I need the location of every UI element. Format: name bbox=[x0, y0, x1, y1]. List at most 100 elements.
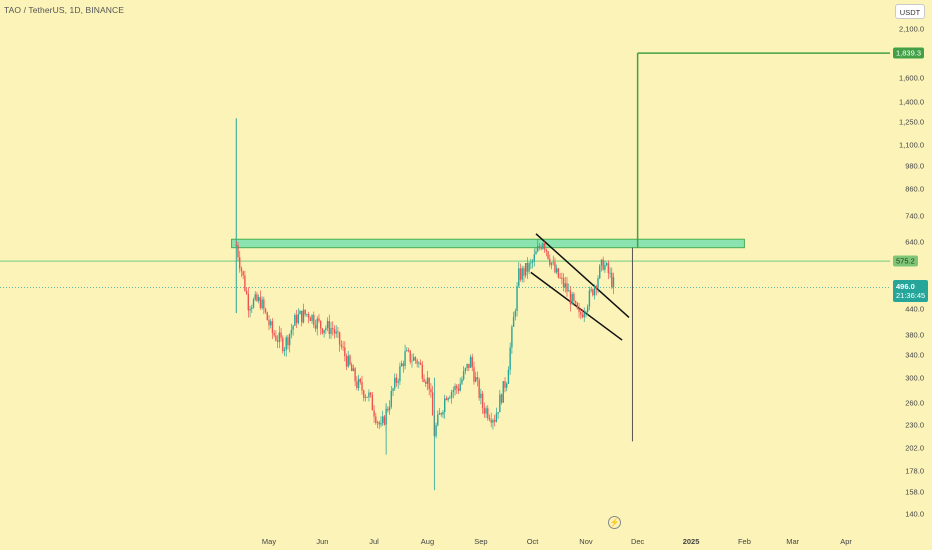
candle-body bbox=[564, 283, 566, 288]
candle-body bbox=[383, 416, 386, 425]
time-axis[interactable]: May Jun Jul Aug Sep Oct Nov Dec 2025 Feb Mar Apr bbox=[0, 530, 890, 550]
candle-body bbox=[245, 290, 248, 294]
candle-body bbox=[268, 320, 270, 326]
month-label: 2025 bbox=[682, 537, 700, 546]
candle-body bbox=[552, 262, 554, 264]
candle-body bbox=[333, 329, 336, 334]
candle-body bbox=[535, 251, 537, 255]
candle-body bbox=[492, 420, 494, 423]
candle-body bbox=[283, 349, 286, 352]
month-label: May bbox=[261, 537, 277, 546]
price-tick-label: 158.0 bbox=[905, 487, 924, 497]
price-tick-label: 230.0 bbox=[905, 420, 924, 430]
candle-body bbox=[373, 410, 375, 417]
candle-body bbox=[276, 340, 279, 342]
candle-body bbox=[485, 408, 487, 414]
price-tick-label: 260.0 bbox=[905, 398, 924, 408]
candle-body bbox=[419, 362, 422, 365]
candle-body bbox=[487, 408, 489, 419]
candle-body bbox=[402, 363, 405, 367]
candle-body bbox=[531, 261, 534, 263]
candle-body bbox=[337, 331, 339, 333]
candle-body bbox=[507, 369, 510, 384]
candle-body bbox=[526, 263, 529, 272]
month-label: Sep bbox=[474, 537, 488, 546]
candle-body bbox=[516, 286, 518, 311]
candle-body bbox=[357, 379, 360, 389]
candle-body bbox=[247, 293, 250, 311]
candle-body bbox=[237, 244, 239, 258]
candle-body bbox=[543, 243, 546, 250]
candle-body bbox=[585, 311, 587, 314]
price-axis[interactable]: 2,100.0 1,600.0 1,400.0 1,250.0 1,100.0 980.0… bbox=[890, 0, 932, 530]
candle-body bbox=[461, 379, 463, 384]
candle-body bbox=[524, 263, 527, 276]
chart-area[interactable]: TAO / TetherUS, 1D, BINANCE ⚡ bbox=[0, 0, 890, 530]
candle-body bbox=[390, 390, 393, 407]
candle-body bbox=[542, 243, 544, 249]
month-label: Apr bbox=[840, 537, 852, 546]
candle-body bbox=[588, 290, 591, 307]
price-chart[interactable] bbox=[0, 0, 890, 530]
candle-body bbox=[344, 347, 346, 357]
candle-body bbox=[271, 321, 274, 334]
price-tick-label: 1,400.0 bbox=[898, 97, 924, 107]
candle-body bbox=[400, 363, 403, 367]
candle-body bbox=[538, 246, 541, 248]
candle-body bbox=[287, 337, 289, 346]
candle-body bbox=[456, 385, 458, 389]
candle-body bbox=[605, 263, 608, 266]
candle-body bbox=[368, 392, 370, 398]
candle-body bbox=[444, 398, 446, 412]
candle-body bbox=[578, 308, 580, 312]
candle-body bbox=[342, 346, 344, 348]
candle-body bbox=[263, 299, 265, 309]
candle-body bbox=[599, 265, 601, 279]
candle-body bbox=[395, 377, 398, 383]
price-tick-label: 1,600.0 bbox=[898, 73, 924, 83]
candle-body bbox=[345, 356, 348, 367]
candle-body bbox=[462, 371, 465, 380]
candle-body bbox=[313, 314, 315, 326]
candle-body bbox=[325, 328, 327, 330]
candle-body bbox=[466, 363, 468, 369]
candle-body bbox=[407, 350, 410, 351]
currency-button[interactable]: USDT bbox=[895, 4, 925, 19]
candle-body bbox=[392, 388, 394, 391]
candle-body bbox=[319, 320, 322, 329]
candle-body bbox=[537, 246, 539, 252]
candle-body bbox=[452, 390, 455, 392]
resistance-zone bbox=[231, 238, 745, 249]
candle-body bbox=[514, 310, 517, 317]
candle-body bbox=[488, 418, 491, 420]
candle-body bbox=[604, 265, 606, 270]
candle-body bbox=[550, 262, 553, 265]
candle-body bbox=[476, 377, 479, 380]
month-label: Feb bbox=[737, 537, 751, 546]
candle-body bbox=[562, 277, 565, 288]
candle-body bbox=[447, 398, 449, 400]
price-tick-label: 440.0 bbox=[905, 304, 924, 314]
candle-body bbox=[438, 413, 441, 415]
candle-body bbox=[445, 398, 448, 400]
candle-body bbox=[388, 406, 391, 411]
candle-body bbox=[430, 389, 432, 393]
candle-body bbox=[464, 368, 467, 372]
candle-body bbox=[611, 272, 613, 288]
month-label: Aug bbox=[420, 537, 435, 546]
price-tick-label: 1,100.0 bbox=[898, 140, 924, 150]
month-label: Dec bbox=[630, 537, 645, 546]
candle-body bbox=[266, 312, 268, 321]
candle-body bbox=[311, 314, 313, 321]
candle-body bbox=[264, 308, 267, 313]
candle-body bbox=[411, 360, 413, 362]
lightning-icon[interactable]: ⚡ bbox=[608, 516, 621, 529]
candle-body bbox=[404, 351, 406, 367]
candle-body bbox=[280, 332, 282, 338]
candle-body bbox=[554, 262, 556, 273]
candle-body bbox=[540, 247, 542, 249]
candle-body bbox=[523, 268, 525, 276]
candle-body bbox=[549, 258, 551, 265]
candle-body bbox=[340, 344, 343, 347]
candle-body bbox=[297, 314, 299, 324]
